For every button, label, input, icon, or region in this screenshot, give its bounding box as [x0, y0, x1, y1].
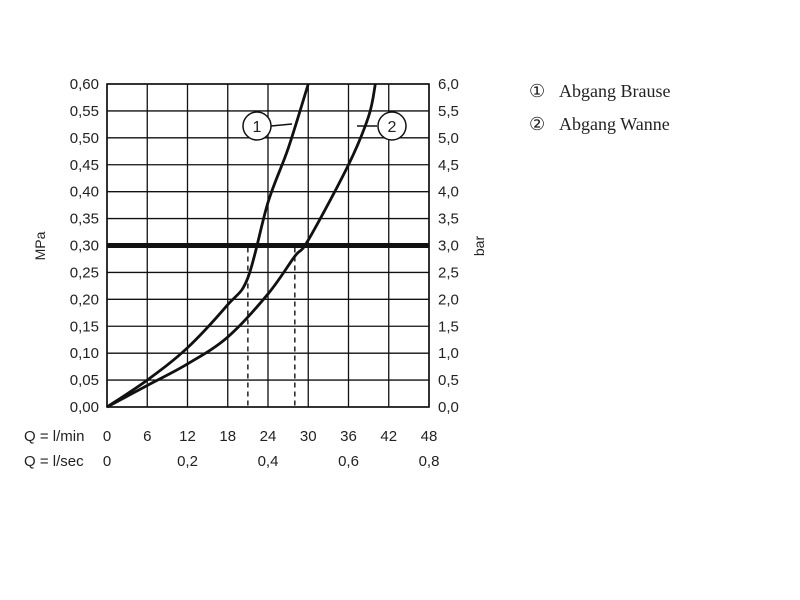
y-right-tick-label: 0,0: [438, 399, 459, 416]
y-left-axis-label: MPa: [32, 231, 48, 260]
x-row2-tick-label: 0,8: [419, 453, 440, 470]
x-row1-tick-label: 36: [340, 428, 357, 445]
y-left-tick-label: 0,05: [70, 372, 99, 389]
y-left-tick-label: 0,40: [70, 184, 99, 201]
legend-marker-2: ②: [529, 114, 545, 134]
legend-label-1: Abgang Brause: [559, 81, 670, 101]
legend-marker-1: ①: [529, 81, 545, 101]
dashed-dropline-group: [247, 247, 296, 407]
y-right-tick-label: 2,0: [438, 291, 459, 308]
x-row2-tick-labels: 0 0,2 0,4 0,6 0,8: [103, 453, 440, 470]
x-row2-tick-label: 0: [103, 453, 111, 470]
y-right-tick-label: 6,0: [438, 76, 459, 93]
y-right-tick-label: 1,0: [438, 345, 459, 362]
plot-frame: [106, 83, 430, 408]
x-row1-tick-label: 0: [103, 428, 111, 445]
y-right-tick-label: 5,5: [438, 103, 459, 120]
x-row2-axis-label: Q = l/sec: [24, 453, 84, 470]
y-left-tick-label: 0,35: [70, 211, 99, 228]
series-1-callout: 1: [242, 111, 293, 141]
x-row1-tick-label: 12: [179, 428, 196, 445]
series-2-callout: 2: [357, 111, 407, 141]
legend-item-2: ② Abgang Wanne: [529, 114, 670, 134]
x-row2-tick-label: 0,6: [338, 453, 359, 470]
y-left-tick-label: 0,20: [70, 291, 99, 308]
y-right-tick-label: 0,5: [438, 372, 459, 389]
series-lines: [106, 83, 377, 409]
y-left-tick-label: 0,00: [70, 399, 99, 416]
y-left-tick-label: 0,25: [70, 264, 99, 281]
x-row1-tick-label: 42: [380, 428, 397, 445]
x-row1-tick-label: 6: [143, 428, 151, 445]
x-row1-tick-labels: 0 6 12 18 24 30 36 42 48: [103, 428, 438, 445]
y-right-tick-label: 4,5: [438, 157, 459, 174]
series-2-marker-label: 2: [388, 119, 397, 136]
series-line-2: [106, 83, 377, 409]
x-row1-tick-label: 24: [260, 428, 277, 445]
series-line-1: [106, 83, 310, 409]
y-right-tick-labels: 0,0 0,5 1,0 1,5 2,0 2,5 3,0 3,5 4,0 4,5 5,0 5,5 6,0: [438, 76, 459, 416]
x-row1-tick-label: 48: [421, 428, 438, 445]
y-right-tick-label: 1,5: [438, 318, 459, 335]
y-right-axis-label: bar: [471, 236, 487, 257]
y-left-tick-label: 0,10: [70, 345, 99, 362]
x-row1-tick-label: 30: [300, 428, 317, 445]
legend: ① Abgang Brause ② Abgang Wanne: [529, 81, 670, 134]
legend-item-1: ① Abgang Brause: [529, 81, 670, 101]
series-1-marker-label: 1: [253, 119, 262, 136]
legend-label-2: Abgang Wanne: [559, 114, 670, 134]
x-row1-tick-label: 18: [219, 428, 236, 445]
y-right-tick-label: 4,0: [438, 184, 459, 201]
y-left-tick-label: 0,55: [70, 103, 99, 120]
y-left-tick-label: 0,30: [70, 238, 99, 255]
y-left-tick-label: 0,60: [70, 76, 99, 93]
y-right-tick-label: 3,0: [438, 238, 459, 255]
x-row2-tick-label: 0,2: [177, 453, 198, 470]
y-left-tick-label: 0,15: [70, 318, 99, 335]
y-left-tick-label: 0,50: [70, 130, 99, 147]
y-left-tick-labels: 0,00 0,05 0,10 0,15 0,20 0,25 0,30 0,35 0,40 0,45…: [70, 76, 99, 416]
x-row2-tick-label: 0,4: [258, 453, 279, 470]
y-right-tick-label: 5,0: [438, 130, 459, 147]
x-row1-axis-label: Q = l/min: [24, 428, 84, 445]
y-left-tick-label: 0,45: [70, 157, 99, 174]
y-right-tick-label: 2,5: [438, 264, 459, 281]
y-right-tick-label: 3,5: [438, 211, 459, 228]
